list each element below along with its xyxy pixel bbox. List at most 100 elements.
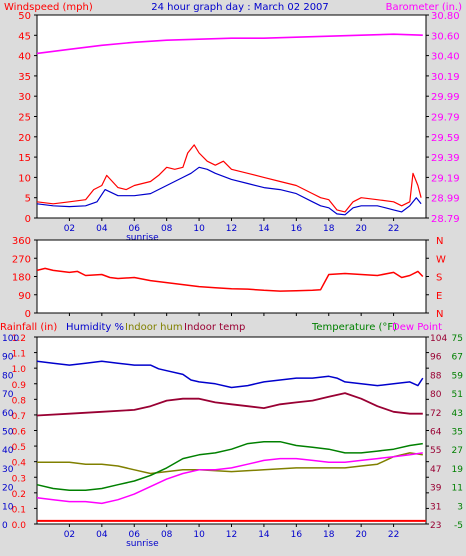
temp-humidity-xtick-label: 06	[129, 530, 141, 540]
humidity-axis-title: Humidity %	[66, 322, 124, 333]
humidity-tick-label: 100	[2, 334, 19, 344]
temperature-tick-label: -5	[454, 521, 463, 531]
windspeed-tick-label: 0	[25, 214, 31, 225]
humidity-tick-label: 30	[2, 465, 14, 475]
barometer-tick-label: 30.19	[431, 72, 460, 83]
rainfall-axis-title: Rainfall (in)	[0, 322, 57, 333]
indoor-temp-tick-label: 96	[430, 353, 442, 363]
temp-humidity-xtick-label: 20	[355, 530, 367, 540]
barometer-tick-label: 29.59	[431, 133, 460, 144]
direction-tick-label: 180	[12, 273, 31, 284]
temp-humidity-xtick-label: 22	[388, 530, 399, 540]
humidity-tick-label: 40	[2, 446, 14, 456]
windspeed-tick-label: 20	[18, 133, 31, 144]
direction-tick-label: 90	[18, 291, 31, 302]
rainfall-tick-label: 0.9	[12, 381, 27, 391]
wind-direction-plot-area	[36, 239, 427, 314]
temp-humidity-xtick-label: 08	[161, 530, 173, 540]
compass-tick-label: E	[436, 291, 442, 302]
wind-baro-xtick-label: 04	[96, 224, 108, 234]
indoor-humidity-axis-title: Indoor hum	[125, 322, 183, 333]
temperature-tick-label: 27	[452, 446, 463, 456]
sunrise-label: sunrise	[126, 539, 159, 549]
barometer-tick-label: 29.79	[431, 113, 460, 124]
temp-humidity-xtick-label: 18	[323, 530, 335, 540]
barometer-tick-label: 29.39	[431, 153, 460, 164]
indoor-temp-tick-label: 47	[430, 465, 441, 475]
humidity-tick-label: 70	[2, 390, 14, 400]
wind-baro-xtick-label: 02	[64, 224, 75, 234]
indoor-temp-tick-label: 39	[430, 484, 442, 494]
windspeed-axis-title: Windspeed (mph)	[4, 2, 93, 13]
barometer-tick-label: 30.60	[431, 31, 460, 42]
compass-tick-label: N	[436, 236, 443, 247]
windspeed-series-line	[36, 166, 422, 216]
indoor-temp-axis-title: Indoor temp	[184, 322, 245, 333]
windspeed-tick-label: 35	[18, 72, 31, 83]
barometer-tick-label: 29.19	[431, 173, 460, 184]
barometer-series-line	[36, 33, 423, 55]
dew-point-series-line	[36, 452, 423, 505]
barometer-tick-label: 28.99	[431, 194, 460, 205]
rainfall-tick-label: 0.0	[12, 521, 27, 531]
temperature-tick-label: 19	[452, 465, 464, 475]
dew-point-axis-title: Dew Point	[392, 322, 442, 333]
rainfall-tick-label: 0.4	[12, 459, 27, 469]
direction-tick-label: 360	[12, 236, 31, 247]
windspeed-tick-label: 15	[18, 153, 31, 164]
indoor-temp-tick-label: 72	[430, 409, 441, 419]
wind-baro-xtick-label: 12	[226, 224, 237, 234]
temperature-tick-label: 75	[452, 334, 463, 344]
direction-tick-label: 0	[25, 309, 31, 320]
rainfall-tick-label: 0.8	[12, 396, 27, 406]
chart-title: 24 hour graph day : March 02 2007	[151, 2, 329, 13]
rainfall-tick-label: 0.3	[12, 474, 26, 484]
wind-baro-xtick-label: 18	[323, 224, 335, 234]
rainfall-tick-label: 1.0	[12, 365, 27, 375]
compass-tick-label: N	[436, 309, 443, 320]
temperature-axis-title: Temperature (°F)	[311, 322, 397, 333]
windspeed-tick-label: 45	[18, 31, 31, 42]
indoor-temp-tick-label: 104	[430, 334, 447, 344]
humidity-tick-label: 80	[2, 371, 14, 381]
wind-baro-xtick-label: 14	[258, 224, 270, 234]
humidity-series-line	[36, 360, 424, 389]
wind-baro-xtick-label: 08	[161, 224, 173, 234]
indoor-temp-tick-label: 23	[430, 521, 441, 531]
temp-humidity-xtick-label: 16	[291, 530, 303, 540]
wind-baro-xtick-label: 10	[193, 224, 205, 234]
wind-baro-xtick-label: 16	[291, 224, 303, 234]
rainfall-tick-label: 0.6	[12, 428, 27, 438]
temperature-series-line	[36, 440, 423, 492]
barometer-tick-label: 30.40	[431, 52, 460, 63]
indoor-temp-tick-label: 31	[430, 502, 441, 512]
windspeed-tick-label: 30	[18, 92, 31, 103]
rainfall-tick-label: 0.5	[12, 443, 26, 453]
compass-tick-label: S	[436, 273, 442, 284]
wind-baro-xtick-label: 22	[388, 224, 399, 234]
temperature-tick-label: 11	[452, 484, 463, 494]
windspeed-tick-label: 50	[18, 11, 31, 22]
wind-direction-series-line	[36, 267, 424, 292]
rainfall-tick-label: 1.2	[12, 334, 26, 344]
indoor-temp-tick-label: 64	[430, 428, 442, 438]
rainfall-tick-label: 0.2	[12, 490, 26, 500]
barometer-tick-label: 29.99	[431, 92, 460, 103]
windspeed-tick-label: 25	[18, 113, 31, 124]
temperature-tick-label: 3	[457, 502, 463, 512]
temp-humidity-xtick-label: 04	[96, 530, 108, 540]
temperature-tick-label: 35	[452, 428, 463, 438]
sunrise-label: sunrise	[126, 233, 159, 243]
indoor-humidity-series-line	[37, 452, 423, 475]
humidity-tick-label: 90	[2, 353, 14, 363]
indoor-temp-series-line	[36, 392, 423, 417]
indoor-temp-tick-label: 88	[430, 371, 442, 381]
rainfall-tick-label: 0.7	[12, 412, 26, 422]
rainfall-tick-label: 1.1	[12, 350, 26, 360]
temperature-tick-label: 59	[452, 371, 464, 381]
windspeed-tick-label: 40	[18, 52, 31, 63]
wind-baro-xtick-label: 20	[355, 224, 367, 234]
temp-humidity-xtick-label: 12	[226, 530, 237, 540]
barometer-tick-label: 28.79	[431, 214, 460, 225]
